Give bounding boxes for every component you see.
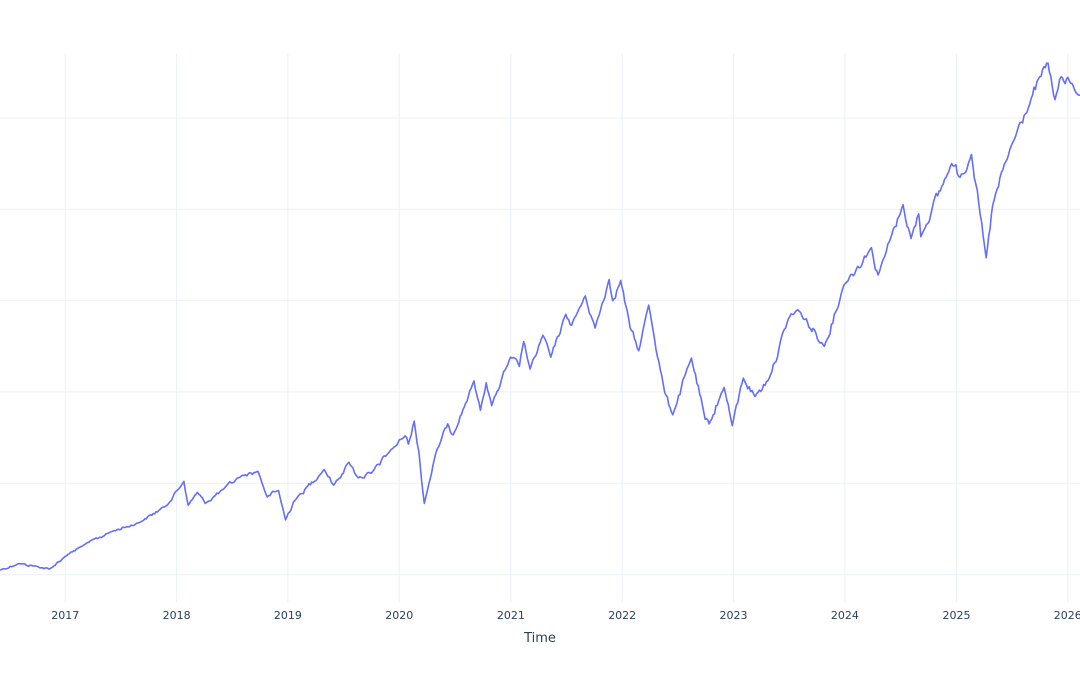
x-tick-label: 2025 [942,609,970,622]
series-line [0,62,1080,571]
x-tick-label: 2020 [385,609,413,622]
x-tick-label: 2023 [720,609,748,622]
plot-area [0,54,1080,602]
grid-layer [0,54,1080,602]
x-axis-title: Time [523,631,556,646]
x-tick-label: 2026 [1054,609,1080,622]
x-tick-label: 2021 [497,609,525,622]
x-tick-label: 2017 [51,609,79,622]
x-tick-label: 2018 [163,609,191,622]
x-tick-label: 2024 [831,609,859,622]
x-tick-labels: 2017 2018 2019 2020 2021 2022 2023 2024 2025 2026 [51,609,1080,622]
x-tick-label: 2022 [608,609,636,622]
series-layer [0,62,1080,571]
x-tick-label: 2019 [274,609,302,622]
